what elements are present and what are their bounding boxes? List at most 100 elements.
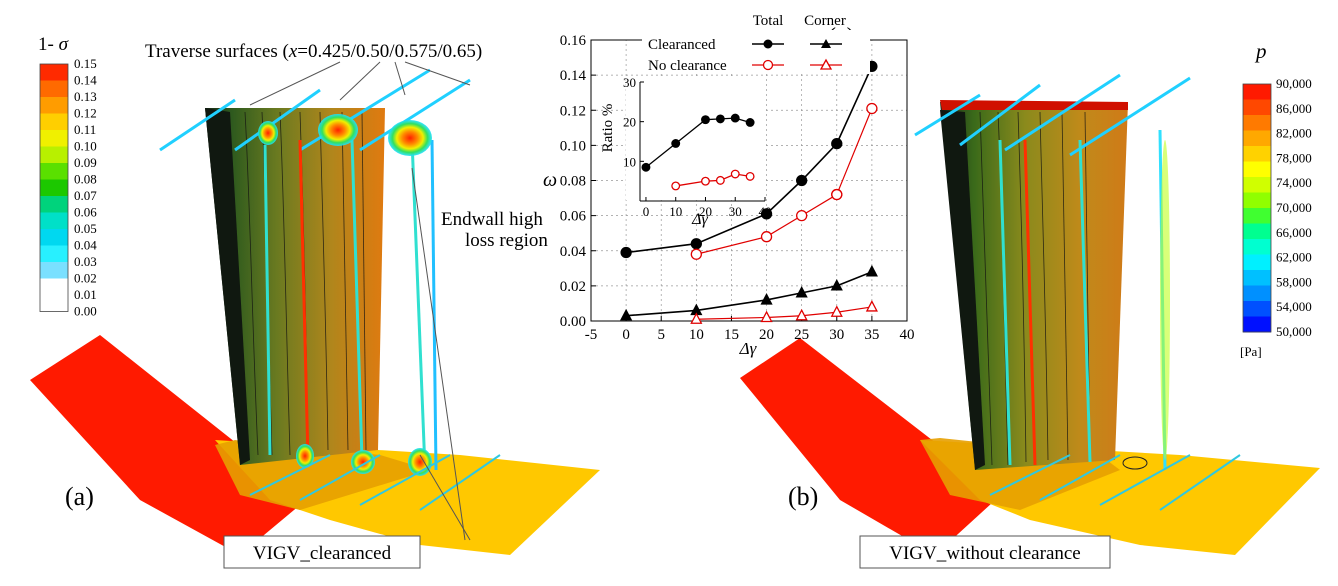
legend-sigma-level: 0.03: [74, 254, 97, 269]
legend-p-swatch: [1243, 254, 1271, 271]
legend-p-swatch: [1243, 192, 1271, 209]
legend-p-swatch: [1243, 115, 1271, 131]
caption-box-b: [859, 535, 1111, 569]
data-point-no-clearance-total: [760, 231, 773, 243]
inset-point-no-clearance: [715, 175, 725, 185]
legend-p-swatch: [1243, 208, 1271, 224]
data-point-no-clearance-total: [796, 209, 808, 222]
legend-sigma-level: 0.04: [74, 238, 97, 253]
data-point-no-clearance-corner: [865, 300, 878, 312]
data-point-clearanced-corner: [865, 264, 878, 277]
inset-axes: 0 10 20 30 40 10 20 30: [623, 75, 772, 219]
legend-sigma-swatch: [40, 130, 68, 147]
chart-xtick-label: 40: [900, 327, 915, 343]
legend-sigma-level: 0.12: [74, 106, 97, 121]
series-line-no-clearance-total: [696, 194, 838, 255]
traverse-label: Traverse surfaces (x=0.425/0.50/0.575/0.…: [145, 41, 482, 62]
panel-a-letter: (a): [65, 482, 94, 511]
caption-a: VIGV_clearanced: [253, 543, 392, 564]
legend-sigma-level: 0.10: [74, 139, 97, 154]
legend-sigma-swatch: [40, 64, 68, 81]
data-point-no-clearance-total-tail-: [866, 102, 878, 115]
inset-xlabel: Δγ: [691, 211, 708, 228]
legend-p-level: 58,000: [1276, 274, 1312, 289]
legend-p-swatch: [1243, 285, 1271, 302]
chart-xtick-label: 10: [689, 327, 704, 343]
inset-point-clearanced: [745, 118, 755, 127]
endwall-red-region-b: [740, 338, 1015, 555]
legend-sigma-level: 0.06: [74, 205, 97, 220]
legend-p-level: 70,000: [1276, 200, 1312, 215]
endwall-label-line1: Endwall high: [441, 209, 543, 230]
chart-ytick-label: 0.04: [560, 244, 587, 260]
legend-p-swatch: [1243, 161, 1271, 178]
legend-p-swatch: [1243, 301, 1271, 317]
chart-xtick-label: 30: [829, 327, 844, 343]
endwall-label-bg: [438, 208, 556, 250]
caption-b: VIGV_without clearance: [889, 543, 1081, 564]
panel-b-letter: (b): [788, 482, 818, 511]
data-point-no-clearance-corner: [690, 312, 703, 324]
legend-sigma: 1- σ 0.150.140.130.120.110.100.090.080.0…: [38, 34, 97, 319]
legend-sigma-swatch: [40, 80, 68, 97]
inset-ylabel: Ratio %: [600, 104, 616, 153]
chart-ytick-label: 0.14: [560, 68, 587, 84]
chart-ylabel: ω: [543, 169, 557, 191]
traverse-planes-endwall-b: [989, 454, 1241, 511]
legend-sigma-level: 0.07: [74, 188, 97, 203]
panel-a: Traverse surfaces (x=0.425/0.50/0.575/0.…: [30, 41, 600, 569]
traverse-planes-endwall-a: [249, 454, 501, 511]
legend-sigma-swatch: [40, 163, 68, 180]
loss-core-a-3: [388, 120, 432, 156]
legend-sigma-swatch: [40, 212, 68, 229]
chart-ytick-label: 0.02: [560, 279, 586, 295]
legend-sigma-level: 0.13: [74, 89, 97, 104]
legend-sigma-swatch: [40, 262, 68, 279]
wake-b: [1160, 140, 1170, 460]
chart-xtick-label: 25: [794, 327, 809, 343]
legend-sigma-level: 0.02: [74, 271, 97, 286]
inset-xtick-label: 40: [759, 204, 772, 219]
legend-sigma-frame: [39, 63, 69, 312]
legend-p-unit: [Pa]: [1240, 344, 1262, 359]
legend-marker-nc-total: [762, 59, 774, 71]
inset-background: [626, 78, 766, 200]
legend-p-level: 50,000: [1276, 324, 1312, 339]
panel-b: (b) VIGV_without clearance: [740, 73, 1320, 569]
endwall-red-region-a: [30, 335, 330, 555]
annotation-leaders-a: [249, 61, 471, 541]
legend-marker-nc-corner: [819, 58, 833, 70]
endwall-loss-core-a-1: [296, 444, 314, 468]
legend-row-clearanced: Clearanced: [648, 37, 716, 53]
data-point-clearanced-total: [760, 208, 773, 220]
legend-p-swatch: [1243, 130, 1271, 147]
legend-sigma-swatch: [40, 229, 68, 246]
inset-point-clearanced: [701, 115, 710, 125]
caption-box-a: [223, 535, 421, 569]
legend-row-noclearance: No clearance: [648, 58, 727, 74]
inset-point-no-clearance: [701, 176, 710, 186]
inset-ytick-label: 20: [623, 115, 636, 130]
chart-xtick-label: 0: [622, 327, 630, 343]
chart-ytick-label: 0.08: [560, 174, 586, 190]
loss-core-a-1: [258, 121, 278, 145]
inset-point-clearanced: [730, 113, 740, 123]
legend-sigma-level: 0.09: [74, 155, 97, 170]
blade-surface-a: [205, 108, 385, 465]
inset-point-no-clearance: [730, 169, 740, 179]
chart-xtick-label: 15: [724, 327, 739, 343]
data-point-clearanced-total: [831, 137, 843, 150]
series-line-clearanced-corner: [626, 271, 873, 317]
inset-point-clearanced: [671, 139, 681, 148]
blade-tip-b: [940, 100, 1128, 110]
legend-p-frame: [1242, 83, 1272, 333]
blade-leading-edge-b: [940, 110, 985, 470]
inset-xtick-label: 0: [643, 204, 650, 219]
legend-p-level: 62,000: [1276, 250, 1312, 265]
chart-ytick-label: 0.16: [560, 33, 587, 49]
inset-point-no-clearance: [671, 181, 681, 191]
data-point-clearanced-corner: [620, 308, 633, 321]
data-point-clearanced-total: [620, 246, 632, 259]
chart-xtick-label: 35: [864, 327, 879, 343]
legend-p-swatch: [1243, 239, 1271, 255]
